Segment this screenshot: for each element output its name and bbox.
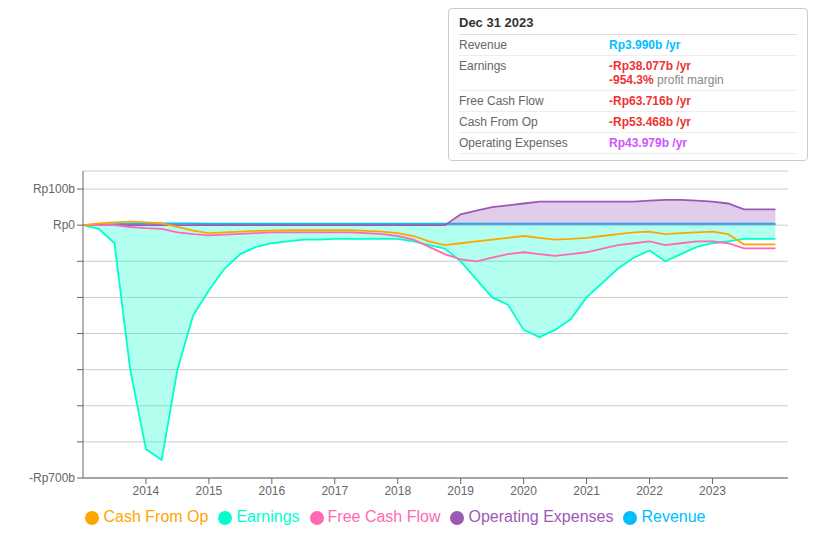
html-text:Cash From Op: Cash From Op	[459, 115, 538, 129]
svg-text:2016: 2016	[258, 484, 285, 498]
html-text:-Rp38.077b /yr: -Rp38.077b /yr	[609, 59, 691, 73]
html-text:-954.3% profit margin: -954.3% profit margin	[609, 73, 724, 87]
html-text:Revenue: Revenue	[459, 38, 507, 52]
html-text:Rp43.979b /yr: Rp43.979b /yr	[609, 136, 687, 150]
html-text:Revenue: Revenue	[641, 508, 706, 525]
svg-text:2014: 2014	[133, 484, 160, 498]
svg-text:2019: 2019	[447, 484, 474, 498]
html-text:-Rp53.468b /yr: -Rp53.468b /yr	[609, 115, 691, 129]
svg-text:2021: 2021	[573, 484, 600, 498]
svg-text:2017: 2017	[321, 484, 348, 498]
svg-text:2022: 2022	[636, 484, 663, 498]
html-text:-Rp63.716b /yr: -Rp63.716b /yr	[609, 94, 691, 108]
html-text:Operating Expenses: Operating Expenses	[468, 508, 614, 525]
html-text:Dec 31 2023: Dec 31 2023	[459, 15, 534, 30]
html-text:Rp3.990b /yr: Rp3.990b /yr	[609, 38, 681, 52]
html-text:Free Cash Flow: Free Cash Flow	[327, 508, 441, 525]
html-text:Cash From Op: Cash From Op	[103, 508, 209, 525]
html-text:Free Cash Flow: Free Cash Flow	[459, 94, 544, 108]
svg-text:-Rp700b: -Rp700b	[29, 471, 75, 485]
html-text:Operating Expenses: Operating Expenses	[459, 136, 568, 150]
svg-text:2018: 2018	[384, 484, 411, 498]
html-text:Earnings: Earnings	[459, 59, 507, 73]
svg-text:Rp0: Rp0	[53, 218, 75, 232]
svg-text:2020: 2020	[510, 484, 537, 498]
svg-text:Rp100b: Rp100b	[33, 182, 75, 196]
svg-text:2015: 2015	[196, 484, 223, 498]
svg-text:2023: 2023	[699, 484, 726, 498]
html-text:Earnings: Earnings	[236, 508, 300, 525]
